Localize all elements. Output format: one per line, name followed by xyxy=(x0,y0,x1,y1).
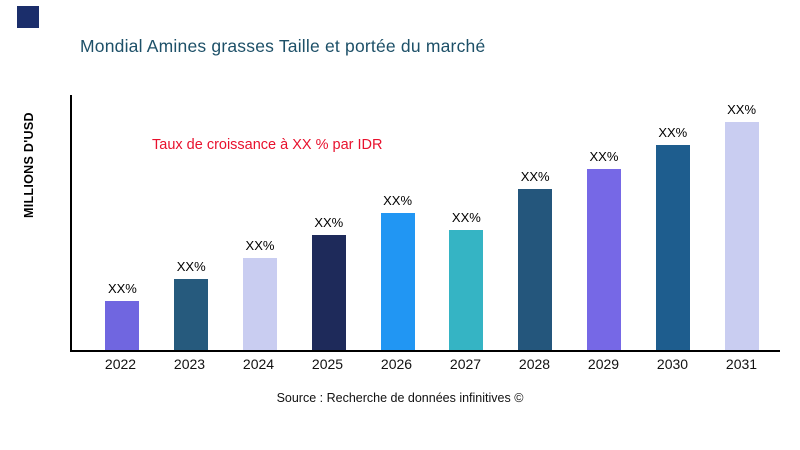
bar-group: XX% xyxy=(297,95,361,350)
bar-value-label: XX% xyxy=(658,125,688,141)
bar xyxy=(586,168,621,350)
x-axis-tick: 2024 xyxy=(242,356,275,372)
bar-value-label: XX% xyxy=(451,210,481,226)
source-text: Source : Recherche de données infinitive… xyxy=(276,391,524,405)
bar-group: XX% xyxy=(710,95,774,350)
x-axis-tick: 2031 xyxy=(725,356,758,372)
x-axis-tick: 2027 xyxy=(449,356,482,372)
y-axis-label: MILLIONS D'USD xyxy=(22,112,36,218)
bar-group: XX% xyxy=(159,95,223,350)
x-axis-tick: 2028 xyxy=(518,356,551,372)
bars: XX% XX% XX% XX% XX% XX% XX% XX% XX% XX% xyxy=(72,95,780,350)
bar-value-label: XX% xyxy=(107,280,137,296)
growth-rate-annotation: Taux de croissance à XX % par IDR xyxy=(152,137,383,153)
bar xyxy=(311,235,346,350)
chart-title: Mondial Amines grasses Taille et portée … xyxy=(80,36,486,56)
bar-value-label: XX% xyxy=(589,148,619,164)
x-axis-labels: 2022 2023 2024 2025 2026 2027 2028 2029 2030 2031 xyxy=(70,356,780,372)
x-axis-tick: 2029 xyxy=(587,356,620,372)
bar xyxy=(655,145,690,350)
bar-value-label: XX% xyxy=(520,169,550,185)
bar xyxy=(449,230,484,350)
bar-group: XX% xyxy=(503,95,567,350)
bar-group: XX% xyxy=(90,95,154,350)
bar-group: XX% xyxy=(572,95,636,350)
logo-square xyxy=(17,6,39,28)
bar-value-label: XX% xyxy=(727,102,757,118)
x-axis-tick: 2025 xyxy=(311,356,344,372)
x-axis-tick: 2022 xyxy=(104,356,137,372)
bar xyxy=(174,279,209,350)
bar xyxy=(105,300,140,350)
bar-group: XX% xyxy=(641,95,705,350)
bar-group: XX% xyxy=(228,95,292,350)
bar-group: XX% xyxy=(434,95,498,350)
bar xyxy=(518,189,553,350)
x-axis-tick: 2026 xyxy=(380,356,413,372)
bar xyxy=(380,212,415,350)
bar xyxy=(724,122,759,350)
x-axis-tick: 2030 xyxy=(656,356,689,372)
bar-value-label: XX% xyxy=(383,192,413,208)
bar-value-label: XX% xyxy=(245,237,275,253)
plot-area: Taux de croissance à XX % par IDR XX% XX%… xyxy=(70,95,780,352)
bar-value-label: XX% xyxy=(176,259,206,275)
x-axis-tick: 2023 xyxy=(173,356,206,372)
bar-group: XX% xyxy=(366,95,430,350)
bar xyxy=(242,257,277,350)
bar-value-label: XX% xyxy=(314,215,344,231)
